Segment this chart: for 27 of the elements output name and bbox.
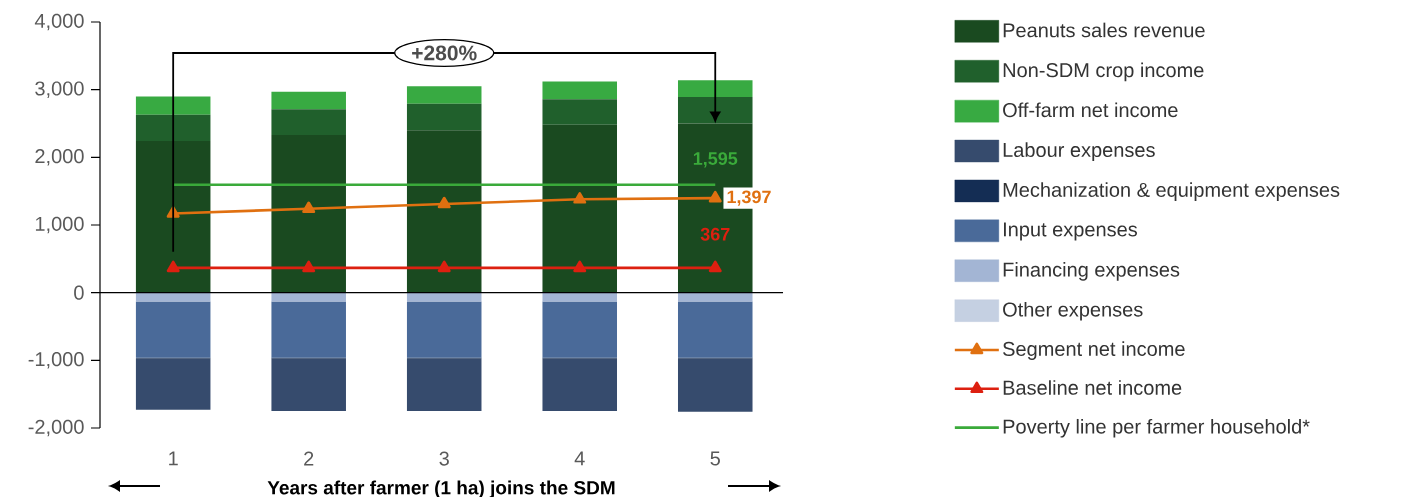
legend-label: Segment net income <box>1003 341 1185 360</box>
legend-label: Baseline net income <box>1003 380 1182 395</box>
legend-label: Peanuts sales revenue <box>1003 22 1205 38</box>
y-tick-label: 4,000 <box>34 13 84 31</box>
x-tick-label: 4 <box>574 451 585 466</box>
legend-label: Other expenses <box>1003 301 1143 321</box>
legend-label: Labour expenses <box>1003 142 1155 162</box>
y-tick-label: -1,000 <box>28 352 84 369</box>
legend-label: Non-SDM crop income <box>1003 62 1204 82</box>
y-tick-label: -2,000 <box>28 419 84 437</box>
legend-label: Poverty line per farmer household* <box>1003 418 1310 438</box>
data-label: 1,397 <box>727 190 771 206</box>
x-tick-label: 5 <box>710 451 720 466</box>
y-tick-label: 0 <box>74 285 84 300</box>
y-tick-label: 1,000 <box>35 216 84 234</box>
data-label: 367 <box>700 227 730 241</box>
y-tick-label: 3,000 <box>35 81 84 98</box>
annotation: +280% <box>412 45 477 61</box>
legend-label: Mechanization & equipment expenses <box>1003 182 1340 201</box>
x-tick-label: 2 <box>304 451 314 466</box>
y-tick-label: 2,000 <box>35 149 84 166</box>
legend-label: Financing expenses <box>1003 262 1180 281</box>
x-tick-label: 3 <box>439 451 449 466</box>
legend-label: Off-farm net income <box>1003 102 1178 118</box>
data-label: 1,595 <box>693 152 738 168</box>
x-tick-label: 1 <box>169 451 178 466</box>
legend-label: Input expenses <box>1003 222 1138 241</box>
